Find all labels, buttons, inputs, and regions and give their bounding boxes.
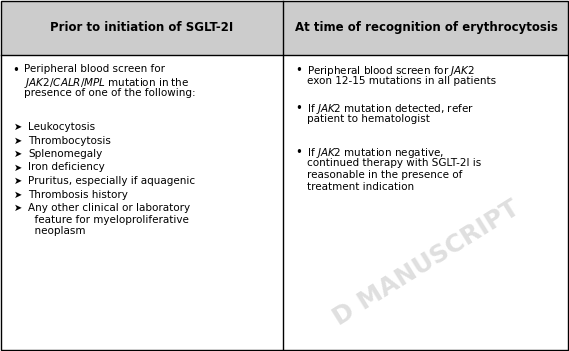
Text: •: • [295,146,302,159]
Text: ➤: ➤ [14,149,22,159]
Text: treatment indication: treatment indication [307,182,414,192]
Text: Pruritus, especially if aquagenic: Pruritus, especially if aquagenic [28,176,195,186]
Text: ➤: ➤ [14,176,22,186]
Text: presence of one of the following:: presence of one of the following: [24,88,196,98]
Text: Splenomegaly: Splenomegaly [28,149,102,159]
Text: ➤: ➤ [14,203,22,213]
Text: ➤: ➤ [14,163,22,172]
Text: Thrombocytosis: Thrombocytosis [28,135,111,146]
Text: continued therapy with SGLT-2I is: continued therapy with SGLT-2I is [307,158,481,168]
Text: reasonable in the presence of: reasonable in the presence of [307,170,463,180]
Text: If $\it{JAK2}$ mutation detected, refer: If $\it{JAK2}$ mutation detected, refer [307,102,474,116]
Text: Leukocytosis: Leukocytosis [28,122,95,132]
Text: Prior to initiation of SGLT-2I: Prior to initiation of SGLT-2I [50,21,233,34]
Text: ➤: ➤ [14,190,22,199]
Text: •: • [295,64,302,77]
Text: Peripheral blood screen for $\it{JAK2}$: Peripheral blood screen for $\it{JAK2}$ [307,64,475,78]
Text: ➤: ➤ [14,122,22,132]
Text: Thrombosis history: Thrombosis history [28,190,128,199]
Text: Any other clinical or laboratory
  feature for myeloproliferative
  neoplasm: Any other clinical or laboratory feature… [28,203,190,236]
Text: ➤: ➤ [14,135,22,146]
Text: If $\it{JAK2}$ mutation negative,: If $\it{JAK2}$ mutation negative, [307,146,444,160]
Text: Iron deficiency: Iron deficiency [28,163,105,172]
Text: patient to hematologist: patient to hematologist [307,114,430,124]
Text: D MANUSCRIPT: D MANUSCRIPT [329,196,524,330]
Text: $\it{JAK2/CALR/MPL}$ mutation in the: $\it{JAK2/CALR/MPL}$ mutation in the [24,76,189,90]
Text: exon 12-15 mutations in all patients: exon 12-15 mutations in all patients [307,76,496,86]
Text: •: • [12,64,19,77]
Bar [1,1,568,55]
Text: At time of recognition of erythrocytosis: At time of recognition of erythrocytosis [295,21,558,34]
Text: •: • [295,102,302,115]
Text: Peripheral blood screen for: Peripheral blood screen for [24,64,165,74]
